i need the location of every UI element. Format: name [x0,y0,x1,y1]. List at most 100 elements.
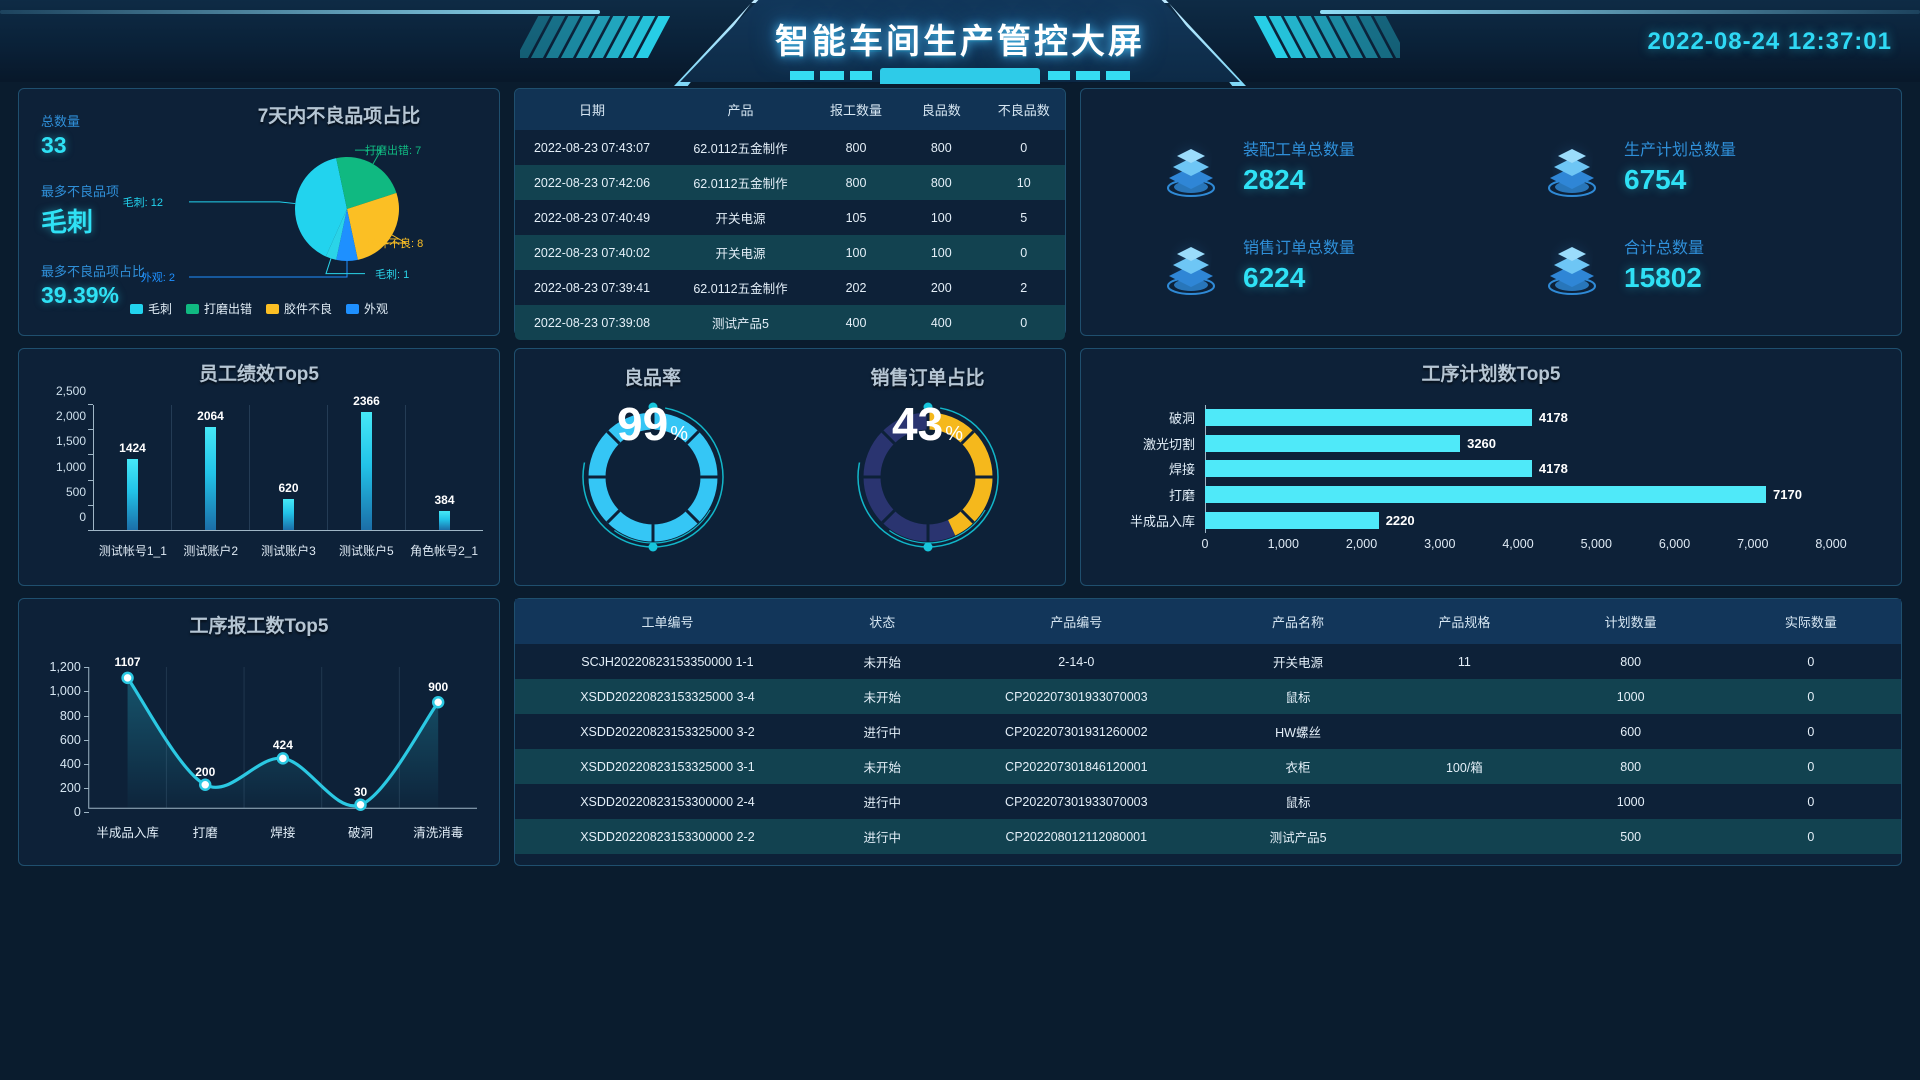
bar[interactable] [127,458,138,530]
data-point[interactable] [199,778,212,791]
bar[interactable] [1205,434,1461,452]
axis-lines [88,666,478,809]
legend-item[interactable]: 毛刺 [129,300,172,317]
bar-plot-area: 1424 2064 620 2366 384 [94,394,483,530]
bar-column[interactable]: 1424 [94,405,172,530]
process-report-title: 工序报工数Top5 [189,616,329,637]
stat-label-top-defect: 最多不良品项 [41,184,120,199]
y-axis-tick-label: 激光切割 [1142,436,1195,452]
table-row[interactable]: 2022-08-23 07:40:02 开关电源 100 100 0 [515,235,1065,270]
table-row[interactable]: XSDD20220823153325000 3-2 进行中 CP2022073019… [515,714,1901,749]
kpi-card[interactable]: 生产计划总数量 6754 [1502,127,1863,205]
table-cell: 鼠标 [1285,691,1311,705]
table-cell [1388,714,1540,749]
sales-ratio-gauge: 43% [790,401,1065,553]
bar[interactable] [361,411,372,530]
table-row[interactable]: 2022-08-23 07:42:06 62.0112五金制作 800 800 10 [515,165,1065,200]
y-axis-tick-mark [88,479,93,481]
table-cell: 2022-08-23 07:39:08 [533,315,651,330]
data-point[interactable] [276,752,290,765]
bar-row[interactable]: 焊接 4178 [1169,456,1831,482]
legend-item[interactable]: 外观 [346,300,388,317]
table-cell: 105 [845,210,867,225]
table-row[interactable]: 2022-08-23 07:43:07 62.0112五金制作 800 800 0 [515,130,1065,165]
x-axis-tick-label: 0 [1201,537,1209,551]
gauge-segment-divider [605,430,620,445]
kpi-card[interactable]: 合计总数量 15802 [1502,225,1863,303]
x-axis-tick-label: 半成品入库 [96,826,159,841]
table-cell [1388,784,1540,819]
bar[interactable] [439,510,450,530]
bar-column[interactable]: 2366 [328,394,406,530]
table-cell: 62.0112五金制作 [693,282,788,296]
table-row[interactable]: XSDD20220823153300000 2-2 进行中 CP2022080121… [515,819,1901,854]
bar[interactable] [1205,511,1379,529]
kpi-card[interactable]: 装配工单总数量 2824 [1121,127,1482,205]
table-row[interactable]: SCJH20220823153350000 1-1 未开始 2-14-0 开关电源 11… [515,644,1901,679]
bar[interactable] [283,499,294,530]
bar-row[interactable]: 打磨 7170 [1169,482,1831,508]
column-header: 不良品数 [982,89,1065,130]
x-axis-tick-label: 破洞 [348,826,374,841]
table-cell: 测试产品5 [1269,831,1327,845]
kpi-card[interactable]: 销售订单总数量 6224 [1121,225,1482,303]
table-cell: 测试产品5 [712,317,769,331]
table-row[interactable]: 2022-08-23 07:40:49 开关电源 105 100 5 [515,200,1065,235]
bar[interactable] [205,426,216,530]
kpi-value: 6224 [1243,262,1306,293]
legend-item[interactable]: 胶件不良 [266,300,332,317]
layers-icon [1151,225,1229,303]
data-point-label: 30 [353,785,368,800]
table-cell: 开关电源 [1273,656,1324,670]
table-row[interactable]: 2022-08-23 07:39:08 测试产品5 400 400 0 [515,305,1065,340]
bar[interactable] [1205,460,1532,478]
good-rate-title: 良品率 [623,368,681,389]
x-axis-line [93,530,483,531]
bar-column[interactable]: 2064 [172,405,250,530]
pie-slice[interactable] [295,158,347,257]
y-axis-tick-label: 2,500 [55,384,86,398]
table-row[interactable]: 2022-08-23 07:39:41 62.0112五金制作 202 200 2 [515,270,1065,305]
table-cell: 开关电源 [715,247,766,261]
header-slash-decor-right [1250,16,1400,58]
y-axis-tick-mark [83,787,89,789]
bar-row[interactable]: 半成品入库 2220 [1130,507,1831,533]
kpi-value: 2824 [1243,164,1306,195]
data-point[interactable] [121,671,134,685]
gauge-charts-row: 99% 43% [515,401,1065,553]
table-cell: 进行中 [863,726,902,740]
table-cell: 0 [1020,315,1028,330]
data-point[interactable] [431,696,445,709]
y-axis-tick-label: 1,000 [55,459,86,474]
bar-column[interactable]: 384 [406,405,483,530]
y-axis-tick-label: 600 [59,732,81,747]
bar-row[interactable]: 激光切割 3260 [1143,431,1831,457]
data-point[interactable] [354,798,367,811]
bar-column[interactable]: 620 [250,405,328,530]
gauge-marker-dot [923,542,932,552]
table-cell: 未开始 [863,691,902,705]
table-row[interactable]: XSDD20220823153300000 2-4 进行中 CP2022073019… [515,784,1901,819]
gauge-ring-svg [856,402,999,552]
legend-item[interactable]: 打磨出错 [185,300,252,317]
gauge-marker-dot [648,542,657,552]
table-row[interactable]: XSDD20220823153325000 3-1 未开始 CP2022073018… [515,749,1901,784]
gauge-segment-divider [880,509,895,524]
bar[interactable] [1205,409,1532,427]
header-right-rule [1320,10,1920,14]
x-axis-tick-label: 焊接 [270,826,296,841]
column-header: 产品编号 [944,599,1208,644]
bar[interactable] [1205,486,1767,504]
pie-slice[interactable] [336,209,358,261]
table-row[interactable]: XSDD20220823153325000 3-4 未开始 CP2022073019… [515,679,1901,714]
gauge-unit: % [945,423,963,445]
bar-row[interactable]: 破洞 4178 [1169,405,1831,431]
x-axis-tick-label: 打磨 [192,826,218,841]
y-axis-tick-mark [88,454,93,456]
pie-slice[interactable] [336,157,397,209]
process-report-panel: 工序报工数Top5 0 200 400 600 800 1,000 1,200 半成品入库 打磨… [18,598,500,866]
pie-slice[interactable] [325,209,347,260]
header-tab-decor [790,68,1130,82]
table-cell: 2022-08-23 07:43:07 [533,140,651,155]
table-header-row: 日期 产品 报工数量 良品数 不良品数 [515,89,1065,130]
